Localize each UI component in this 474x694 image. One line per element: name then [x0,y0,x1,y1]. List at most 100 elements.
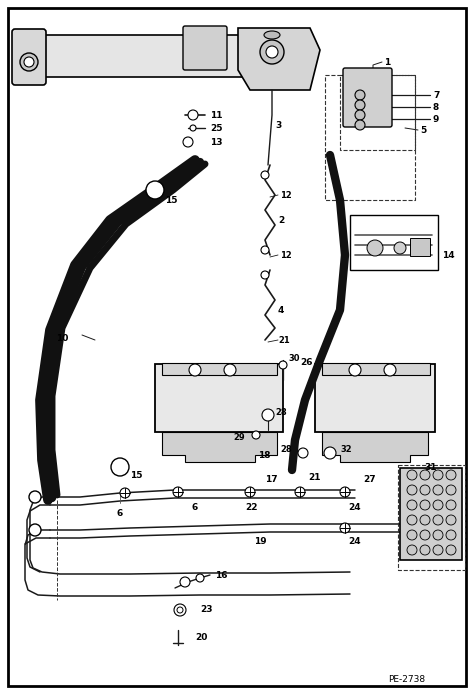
Text: 4: 4 [278,305,284,314]
Circle shape [24,57,34,67]
Text: 6: 6 [117,509,123,518]
Text: 27: 27 [363,475,375,484]
Circle shape [355,110,365,120]
Circle shape [183,137,193,147]
Circle shape [433,500,443,510]
Circle shape [266,46,278,58]
Text: 24: 24 [348,504,361,512]
Text: 12: 12 [280,190,292,199]
Circle shape [261,246,269,254]
Text: 2: 2 [278,216,284,224]
Polygon shape [322,432,428,462]
Circle shape [20,53,38,71]
Text: 28: 28 [275,407,287,416]
Text: 9: 9 [433,115,439,124]
Circle shape [260,40,284,64]
Circle shape [349,364,361,376]
Circle shape [355,120,365,130]
Circle shape [177,607,183,613]
Circle shape [367,240,383,256]
Circle shape [189,364,201,376]
Circle shape [446,500,456,510]
Bar [162,363,277,375]
Circle shape [433,485,443,495]
Circle shape [173,487,183,497]
Circle shape [433,530,443,540]
Text: 22: 22 [245,504,257,512]
Text: 24: 24 [348,537,361,546]
Text: 20: 20 [195,634,207,643]
Circle shape [407,470,417,480]
Circle shape [120,488,130,498]
Text: 21: 21 [278,335,290,344]
Circle shape [407,515,417,525]
Circle shape [446,515,456,525]
Circle shape [446,485,456,495]
Circle shape [340,523,350,533]
Ellipse shape [264,31,280,39]
Text: 32: 32 [340,446,352,455]
Polygon shape [162,432,277,462]
Circle shape [261,171,269,179]
Circle shape [279,361,287,369]
Text: 10: 10 [55,334,68,343]
Text: 28: 28 [281,446,292,455]
Circle shape [420,530,430,540]
Text: 23: 23 [200,605,212,614]
FancyBboxPatch shape [20,35,279,77]
Circle shape [420,515,430,525]
Circle shape [384,364,396,376]
FancyBboxPatch shape [343,68,392,127]
Circle shape [261,271,269,279]
Text: 17: 17 [265,475,278,484]
Circle shape [340,487,350,497]
Text: 11: 11 [210,110,222,119]
Circle shape [407,545,417,555]
Circle shape [420,500,430,510]
Text: 29: 29 [233,434,245,443]
Text: 26: 26 [300,357,312,366]
Text: 13: 13 [210,137,222,146]
Circle shape [407,500,417,510]
Text: 1: 1 [384,58,390,67]
Circle shape [196,574,204,582]
Circle shape [355,90,365,100]
Text: 12: 12 [280,251,292,260]
Circle shape [446,470,456,480]
Circle shape [433,470,443,480]
Circle shape [111,458,129,476]
Circle shape [245,487,255,497]
FancyBboxPatch shape [12,29,46,85]
Text: 19: 19 [254,537,266,546]
Circle shape [433,545,443,555]
Polygon shape [238,28,320,90]
Circle shape [420,470,430,480]
Circle shape [394,242,406,254]
Circle shape [146,181,164,199]
Circle shape [446,530,456,540]
Text: 31: 31 [425,464,437,473]
Text: 15: 15 [165,196,177,205]
Text: 14: 14 [442,251,455,260]
Circle shape [407,530,417,540]
Text: 8: 8 [433,103,439,112]
Text: 18: 18 [258,450,271,459]
Text: 6: 6 [192,504,198,512]
Circle shape [446,545,456,555]
Text: 7: 7 [433,90,439,99]
Text: 15: 15 [130,471,143,480]
Circle shape [190,125,196,131]
Circle shape [29,491,41,503]
Circle shape [324,447,336,459]
Circle shape [252,431,260,439]
Circle shape [29,524,41,536]
FancyBboxPatch shape [183,26,227,70]
Circle shape [420,545,430,555]
Circle shape [298,448,308,458]
Bar [350,215,438,270]
Circle shape [355,100,365,110]
Bar [322,363,430,375]
FancyBboxPatch shape [155,364,283,432]
Bar [410,238,430,256]
Text: PE-2738: PE-2738 [388,675,425,684]
